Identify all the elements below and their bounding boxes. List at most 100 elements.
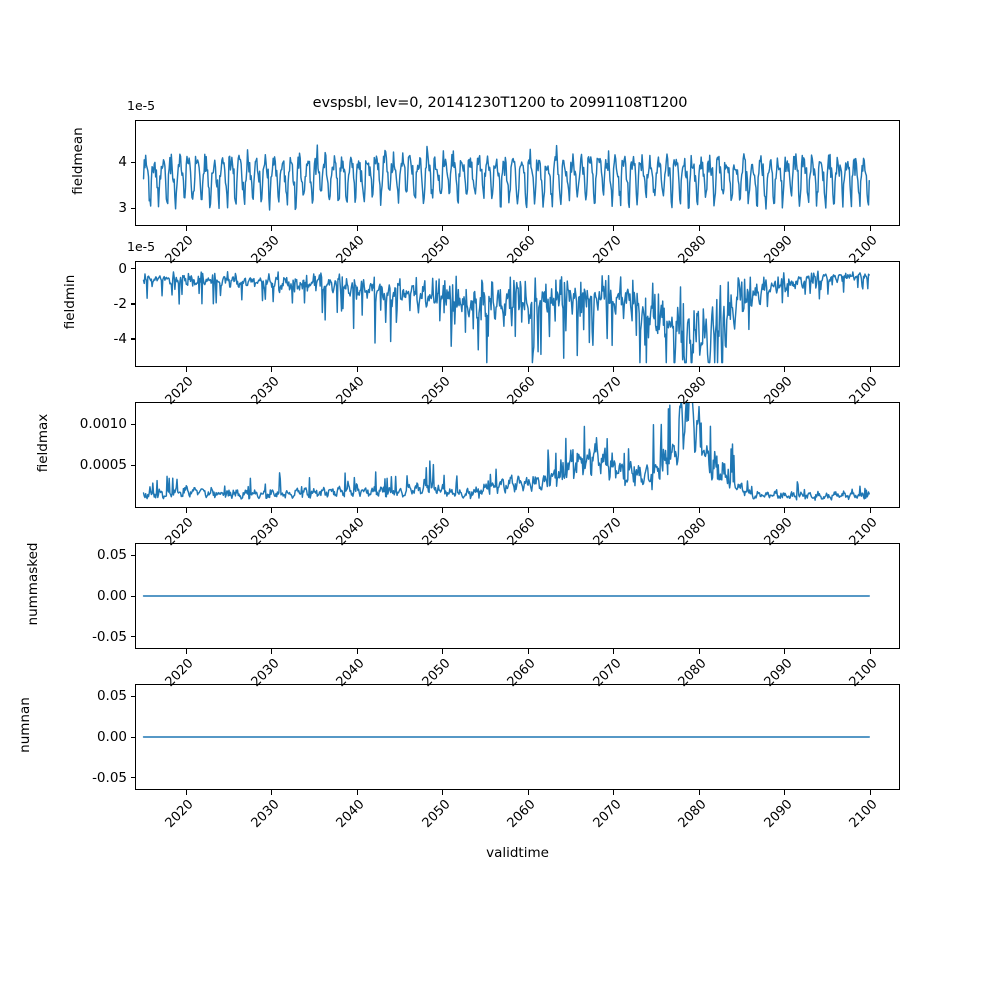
xtick-mark-4-4 xyxy=(527,790,529,795)
xtick-mark-4-3 xyxy=(442,790,444,795)
xtick-mark-1-1 xyxy=(271,367,273,372)
ytick-mark-fieldmin-1 xyxy=(130,303,135,305)
xtick-mark-0-1 xyxy=(271,226,273,231)
xtick-mark-3-0 xyxy=(185,649,187,654)
ytick-label-fieldmax-1: 0.0005 xyxy=(79,457,127,474)
xtick-mark-3-6 xyxy=(698,649,700,654)
xtick-mark-3-2 xyxy=(356,649,358,654)
ytick-mark-fieldmax-0 xyxy=(130,423,135,425)
xtick-label-4-1: 2030 xyxy=(248,797,283,832)
ytick-label-nummasked-2: -0.05 xyxy=(92,628,127,645)
xtick-mark-1-5 xyxy=(613,367,615,372)
xtick-mark-2-4 xyxy=(527,508,529,513)
xtick-mark-0-4 xyxy=(527,226,529,231)
plot-area-fieldmin xyxy=(142,270,870,364)
xtick-label-4-3: 2050 xyxy=(419,797,454,832)
xtick-mark-2-7 xyxy=(784,508,786,513)
xtick-mark-2-8 xyxy=(869,508,871,513)
axes-frame-numnan xyxy=(135,684,900,790)
data-line-fieldmax xyxy=(142,402,870,501)
xtick-mark-4-0 xyxy=(185,790,187,795)
xtick-mark-3-3 xyxy=(442,649,444,654)
xtick-mark-2-1 xyxy=(271,508,273,513)
xtick-mark-4-6 xyxy=(698,790,700,795)
ytick-label-fieldmin-0: 0 xyxy=(118,260,127,277)
xtick-mark-0-7 xyxy=(784,226,786,231)
yaxis-label-fieldmax: fieldmax xyxy=(35,413,51,473)
subplot-fieldmin: 1e-5 fieldmin 0 -2 -4 2020 2030 2040 2050 2060 2… xyxy=(62,239,900,408)
ytick-label-nummasked-0: 0.05 xyxy=(96,547,127,564)
plot-area-numnan xyxy=(142,736,870,738)
xtick-mark-3-4 xyxy=(527,649,529,654)
subplot-fieldmean: 1e-5 fieldmean 3 4 2020 2030 2040 2050 2060 207… xyxy=(70,98,900,267)
ytick-mark-nummasked-1 xyxy=(130,595,135,597)
subplot-fieldmax: fieldmax 0.0010 0.0005 2020 2030 2040 2050 206… xyxy=(35,402,900,549)
axes-frame-fieldmax xyxy=(135,402,900,508)
xtick-mark-2-2 xyxy=(356,508,358,513)
xtick-mark-1-4 xyxy=(527,367,529,372)
xtick-mark-4-5 xyxy=(613,790,615,795)
xtick-mark-1-3 xyxy=(442,367,444,372)
ytick-mark-numnan-1 xyxy=(130,736,135,738)
xtick-label-4-4: 2060 xyxy=(504,797,539,832)
plot-area-fieldmax xyxy=(142,402,870,501)
yaxis-label-numnan: numnan xyxy=(17,697,33,753)
xtick-mark-3-8 xyxy=(869,649,871,654)
xtick-mark-0-6 xyxy=(698,226,700,231)
xtick-mark-0-2 xyxy=(356,226,358,231)
ytick-label-fieldmin-1: -2 xyxy=(113,295,127,312)
xtick-mark-4-2 xyxy=(356,790,358,795)
xtick-mark-0-3 xyxy=(442,226,444,231)
subplot-numnan: numnan 0.05 0.00 -0.05 2020 2030 2040 2050 2060… xyxy=(17,684,900,831)
xtick-mark-1-8 xyxy=(869,367,871,372)
xtick-label-4-2: 2040 xyxy=(333,797,368,832)
xtick-mark-1-6 xyxy=(698,367,700,372)
ytick-label-nummasked-1: 0.00 xyxy=(96,588,127,604)
yaxis-label-fieldmean: fieldmean xyxy=(70,127,86,195)
ytick-label-fieldmin-2: -4 xyxy=(113,330,127,347)
xtick-mark-4-8 xyxy=(869,790,871,795)
xtick-mark-0-0 xyxy=(185,226,187,231)
yaxis-label-nummasked: nummasked xyxy=(25,542,41,626)
ytick-mark-fieldmin-2 xyxy=(130,338,135,340)
xtick-mark-3-1 xyxy=(271,649,273,654)
ytick-mark-fieldmean-0 xyxy=(130,207,135,210)
xtick-mark-2-0 xyxy=(185,508,187,513)
xtick-mark-3-7 xyxy=(784,649,786,654)
yaxis-label-fieldmin: fieldmin xyxy=(62,274,78,330)
xtick-label-4-8: 2100 xyxy=(846,797,881,832)
ytick-label-numnan-1: 0.00 xyxy=(96,729,127,745)
xtick-label-4-7: 2090 xyxy=(761,797,796,832)
yaxis-offset-text-fieldmean: 1e-5 xyxy=(127,98,156,113)
ytick-mark-nummasked-2 xyxy=(130,636,135,638)
xtick-mark-1-7 xyxy=(784,367,786,372)
ytick-mark-fieldmean-1 xyxy=(130,161,135,163)
ytick-mark-fieldmax-1 xyxy=(130,464,135,466)
ytick-mark-numnan-0 xyxy=(130,695,135,697)
xtick-mark-1-2 xyxy=(356,367,358,372)
plot-area-fieldmean xyxy=(142,144,870,211)
plot-area-nummasked xyxy=(142,595,870,597)
ytick-label-numnan-0: 0.05 xyxy=(96,688,127,705)
figure-title: evspsbl, lev=0, 20141230T1200 to 2099110… xyxy=(312,95,688,111)
data-line-fieldmean xyxy=(142,144,870,211)
xtick-mark-2-6 xyxy=(698,508,700,513)
ytick-mark-numnan-2 xyxy=(130,777,135,779)
xtick-mark-1-0 xyxy=(185,367,187,372)
yaxis-offset-text-fieldmin: 1e-5 xyxy=(127,239,156,254)
xtick-label-4-0: 2020 xyxy=(162,797,197,832)
xtick-mark-3-5 xyxy=(613,649,615,654)
xtick-mark-0-5 xyxy=(613,226,615,231)
axes-frame-fieldmin xyxy=(135,261,900,367)
data-line-fieldmin xyxy=(142,270,870,364)
xtick-mark-0-8 xyxy=(869,226,871,231)
xaxis-label: validtime xyxy=(486,845,549,861)
ytick-mark-nummasked-0 xyxy=(130,554,135,556)
xtick-mark-4-7 xyxy=(784,790,786,795)
xtick-mark-2-3 xyxy=(442,508,444,513)
ytick-mark-fieldmin-0 xyxy=(130,268,135,270)
ytick-label-fieldmean-0: 3 xyxy=(118,200,127,217)
ytick-label-numnan-2: -0.05 xyxy=(92,769,127,786)
xtick-label-4-6: 2080 xyxy=(675,797,710,832)
